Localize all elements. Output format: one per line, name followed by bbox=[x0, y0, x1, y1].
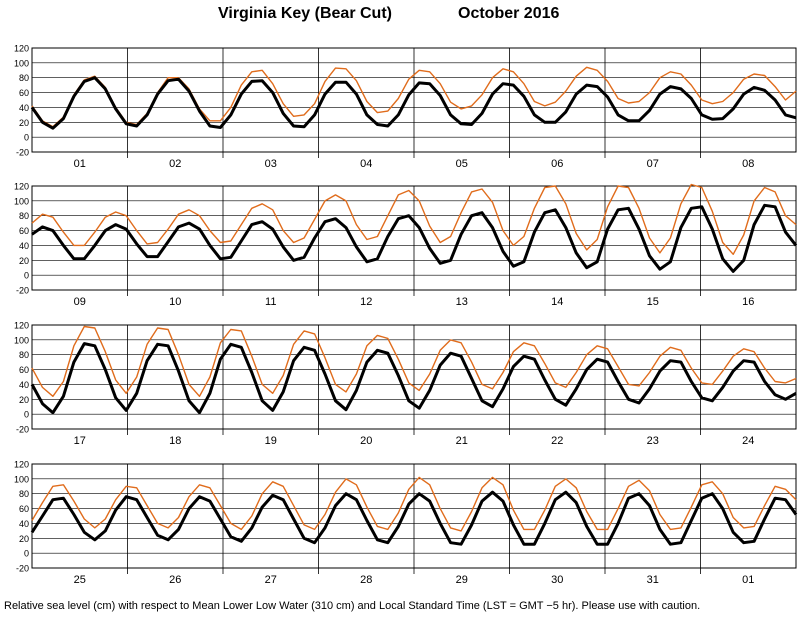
footnote: Relative sea level (cm) with respect to … bbox=[4, 600, 701, 612]
day-label: 07 bbox=[647, 158, 659, 170]
day-label: 05 bbox=[456, 158, 468, 170]
day-label: 28 bbox=[360, 574, 372, 586]
observed-series-line bbox=[31, 476, 797, 532]
y-tick-label: 80 bbox=[19, 489, 29, 499]
day-label: 20 bbox=[360, 435, 372, 447]
y-tick-label: 120 bbox=[14, 182, 29, 192]
day-label: 21 bbox=[456, 435, 468, 447]
observed-series-line bbox=[31, 183, 797, 255]
predicted-series-line bbox=[30, 76, 797, 130]
y-tick-label: 80 bbox=[19, 211, 29, 221]
y-tick-label: 80 bbox=[19, 73, 29, 83]
y-tick-label: 40 bbox=[19, 380, 29, 390]
y-tick-label: 100 bbox=[14, 474, 29, 484]
y-tick-label: 40 bbox=[19, 519, 29, 529]
y-tick-label: 100 bbox=[14, 196, 29, 206]
day-label: 04 bbox=[360, 158, 372, 170]
day-label: 19 bbox=[265, 435, 277, 447]
y-tick-label: 20 bbox=[19, 118, 29, 128]
y-tick-label: -20 bbox=[16, 286, 29, 296]
y-tick-label: 40 bbox=[19, 241, 29, 251]
day-label: 08 bbox=[742, 158, 754, 170]
y-tick-label: 60 bbox=[19, 88, 29, 98]
y-tick-label: 0 bbox=[24, 549, 29, 559]
y-tick-label: 20 bbox=[19, 256, 29, 266]
y-tick-label: 60 bbox=[19, 226, 29, 236]
day-label: 11 bbox=[265, 296, 276, 308]
y-tick-label: 100 bbox=[14, 335, 29, 345]
y-tick-label: 0 bbox=[24, 271, 29, 281]
day-label: 27 bbox=[265, 574, 277, 586]
day-label: 22 bbox=[551, 435, 563, 447]
day-label: 03 bbox=[265, 158, 277, 170]
day-label: 25 bbox=[74, 574, 86, 586]
period-title: October 2016 bbox=[458, 5, 560, 22]
day-label: 23 bbox=[647, 435, 659, 447]
y-tick-label: 0 bbox=[24, 410, 29, 420]
tide-panel-3: -20 0 20 40 60 80 100 120 17 18 19 20 21 22 23 24 bbox=[14, 321, 797, 447]
tide-panel-1: -20 0 20 40 60 80 100 120 01 02 03 04 05 06 07 08 bbox=[14, 44, 797, 170]
y-tick-label: 120 bbox=[14, 44, 29, 54]
y-tick-label: 100 bbox=[14, 58, 29, 68]
tide-panel-4: -20 0 20 40 60 80 100 120 25 26 27 28 29 30 31 01 bbox=[14, 460, 798, 586]
y-tick-label: 60 bbox=[19, 365, 29, 375]
day-label: 06 bbox=[551, 158, 563, 170]
y-tick-label: 120 bbox=[14, 321, 29, 331]
day-label: 17 bbox=[74, 435, 86, 447]
y-tick-label: -20 bbox=[16, 425, 29, 435]
day-label: 10 bbox=[169, 296, 181, 308]
day-label: 30 bbox=[551, 574, 563, 586]
day-label: 12 bbox=[360, 296, 372, 308]
day-label: 15 bbox=[647, 296, 659, 308]
day-label: 13 bbox=[456, 296, 468, 308]
day-label: 18 bbox=[169, 435, 181, 447]
y-tick-label: 80 bbox=[19, 350, 29, 360]
y-tick-label: 20 bbox=[19, 534, 29, 544]
predicted-series-line bbox=[30, 490, 798, 546]
day-label: 14 bbox=[551, 296, 563, 308]
y-tick-label: 40 bbox=[19, 103, 29, 113]
station-title: Virginia Key (Bear Cut) bbox=[218, 5, 392, 22]
tide-panel-2: -20 0 20 40 60 80 100 120 09 10 11 12 13 14 15 16 bbox=[14, 182, 798, 308]
day-label: 26 bbox=[169, 574, 181, 586]
y-tick-label: 0 bbox=[24, 133, 29, 143]
y-tick-label: 20 bbox=[19, 395, 29, 405]
day-label: 01 bbox=[74, 158, 86, 170]
day-label: 31 bbox=[647, 574, 659, 586]
predicted-series-line bbox=[30, 342, 797, 415]
day-label: 09 bbox=[74, 296, 86, 308]
day-label: 29 bbox=[456, 574, 468, 586]
predicted-series-line bbox=[31, 203, 798, 273]
chart-title: Virginia Key (Bear Cut) October 2016 bbox=[0, 0, 800, 30]
y-tick-label: 60 bbox=[19, 504, 29, 514]
observed-series-line bbox=[31, 325, 797, 397]
y-tick-label: -20 bbox=[16, 564, 29, 574]
day-label: 01 bbox=[742, 574, 754, 586]
y-tick-label: 120 bbox=[14, 460, 29, 470]
day-label: 02 bbox=[169, 158, 181, 170]
day-label: 24 bbox=[742, 435, 754, 447]
y-tick-label: -20 bbox=[16, 148, 29, 158]
day-label: 16 bbox=[742, 296, 754, 308]
